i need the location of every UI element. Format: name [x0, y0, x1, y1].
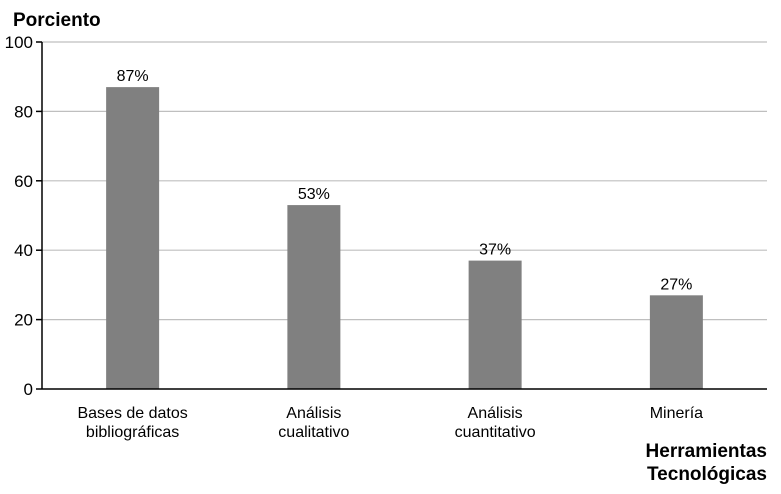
x-axis-categories: Bases de datos bibliográficas Análisis cual… — [77, 405, 703, 441]
y-tick-label: 80 — [14, 102, 33, 121]
y-tick-label: 60 — [14, 172, 33, 191]
bar-value-label: 27% — [660, 276, 692, 293]
y-axis-title: Porciento — [13, 10, 101, 31]
bar — [287, 205, 341, 389]
x-category-label: Bases de datos bibliográficas — [77, 405, 187, 441]
y-axis-ticks: 0 20 40 60 80 100 — [5, 33, 42, 399]
bars — [106, 87, 703, 390]
data-labels: 87% 53% 37% 27% — [117, 68, 693, 293]
bar-value-label: 53% — [298, 186, 330, 203]
y-tick-label: 20 — [14, 311, 33, 330]
bar-value-label: 37% — [479, 242, 511, 259]
x-category-label: Minería — [650, 405, 703, 422]
bar — [106, 87, 160, 390]
x-category-label: Análisis cuantitativo — [455, 405, 536, 441]
axes — [41, 42, 767, 390]
bar-value-label: 87% — [117, 68, 149, 85]
bar — [468, 260, 522, 389]
bar — [649, 295, 703, 389]
y-tick-label: 0 — [24, 380, 33, 399]
x-axis-title: Herramientas Tecnológicas — [646, 441, 767, 485]
x-category-label: Análisis cualitativo — [278, 405, 349, 441]
y-tick-label: 100 — [5, 33, 33, 52]
gridlines — [42, 41, 767, 321]
y-tick-label: 40 — [14, 241, 33, 260]
